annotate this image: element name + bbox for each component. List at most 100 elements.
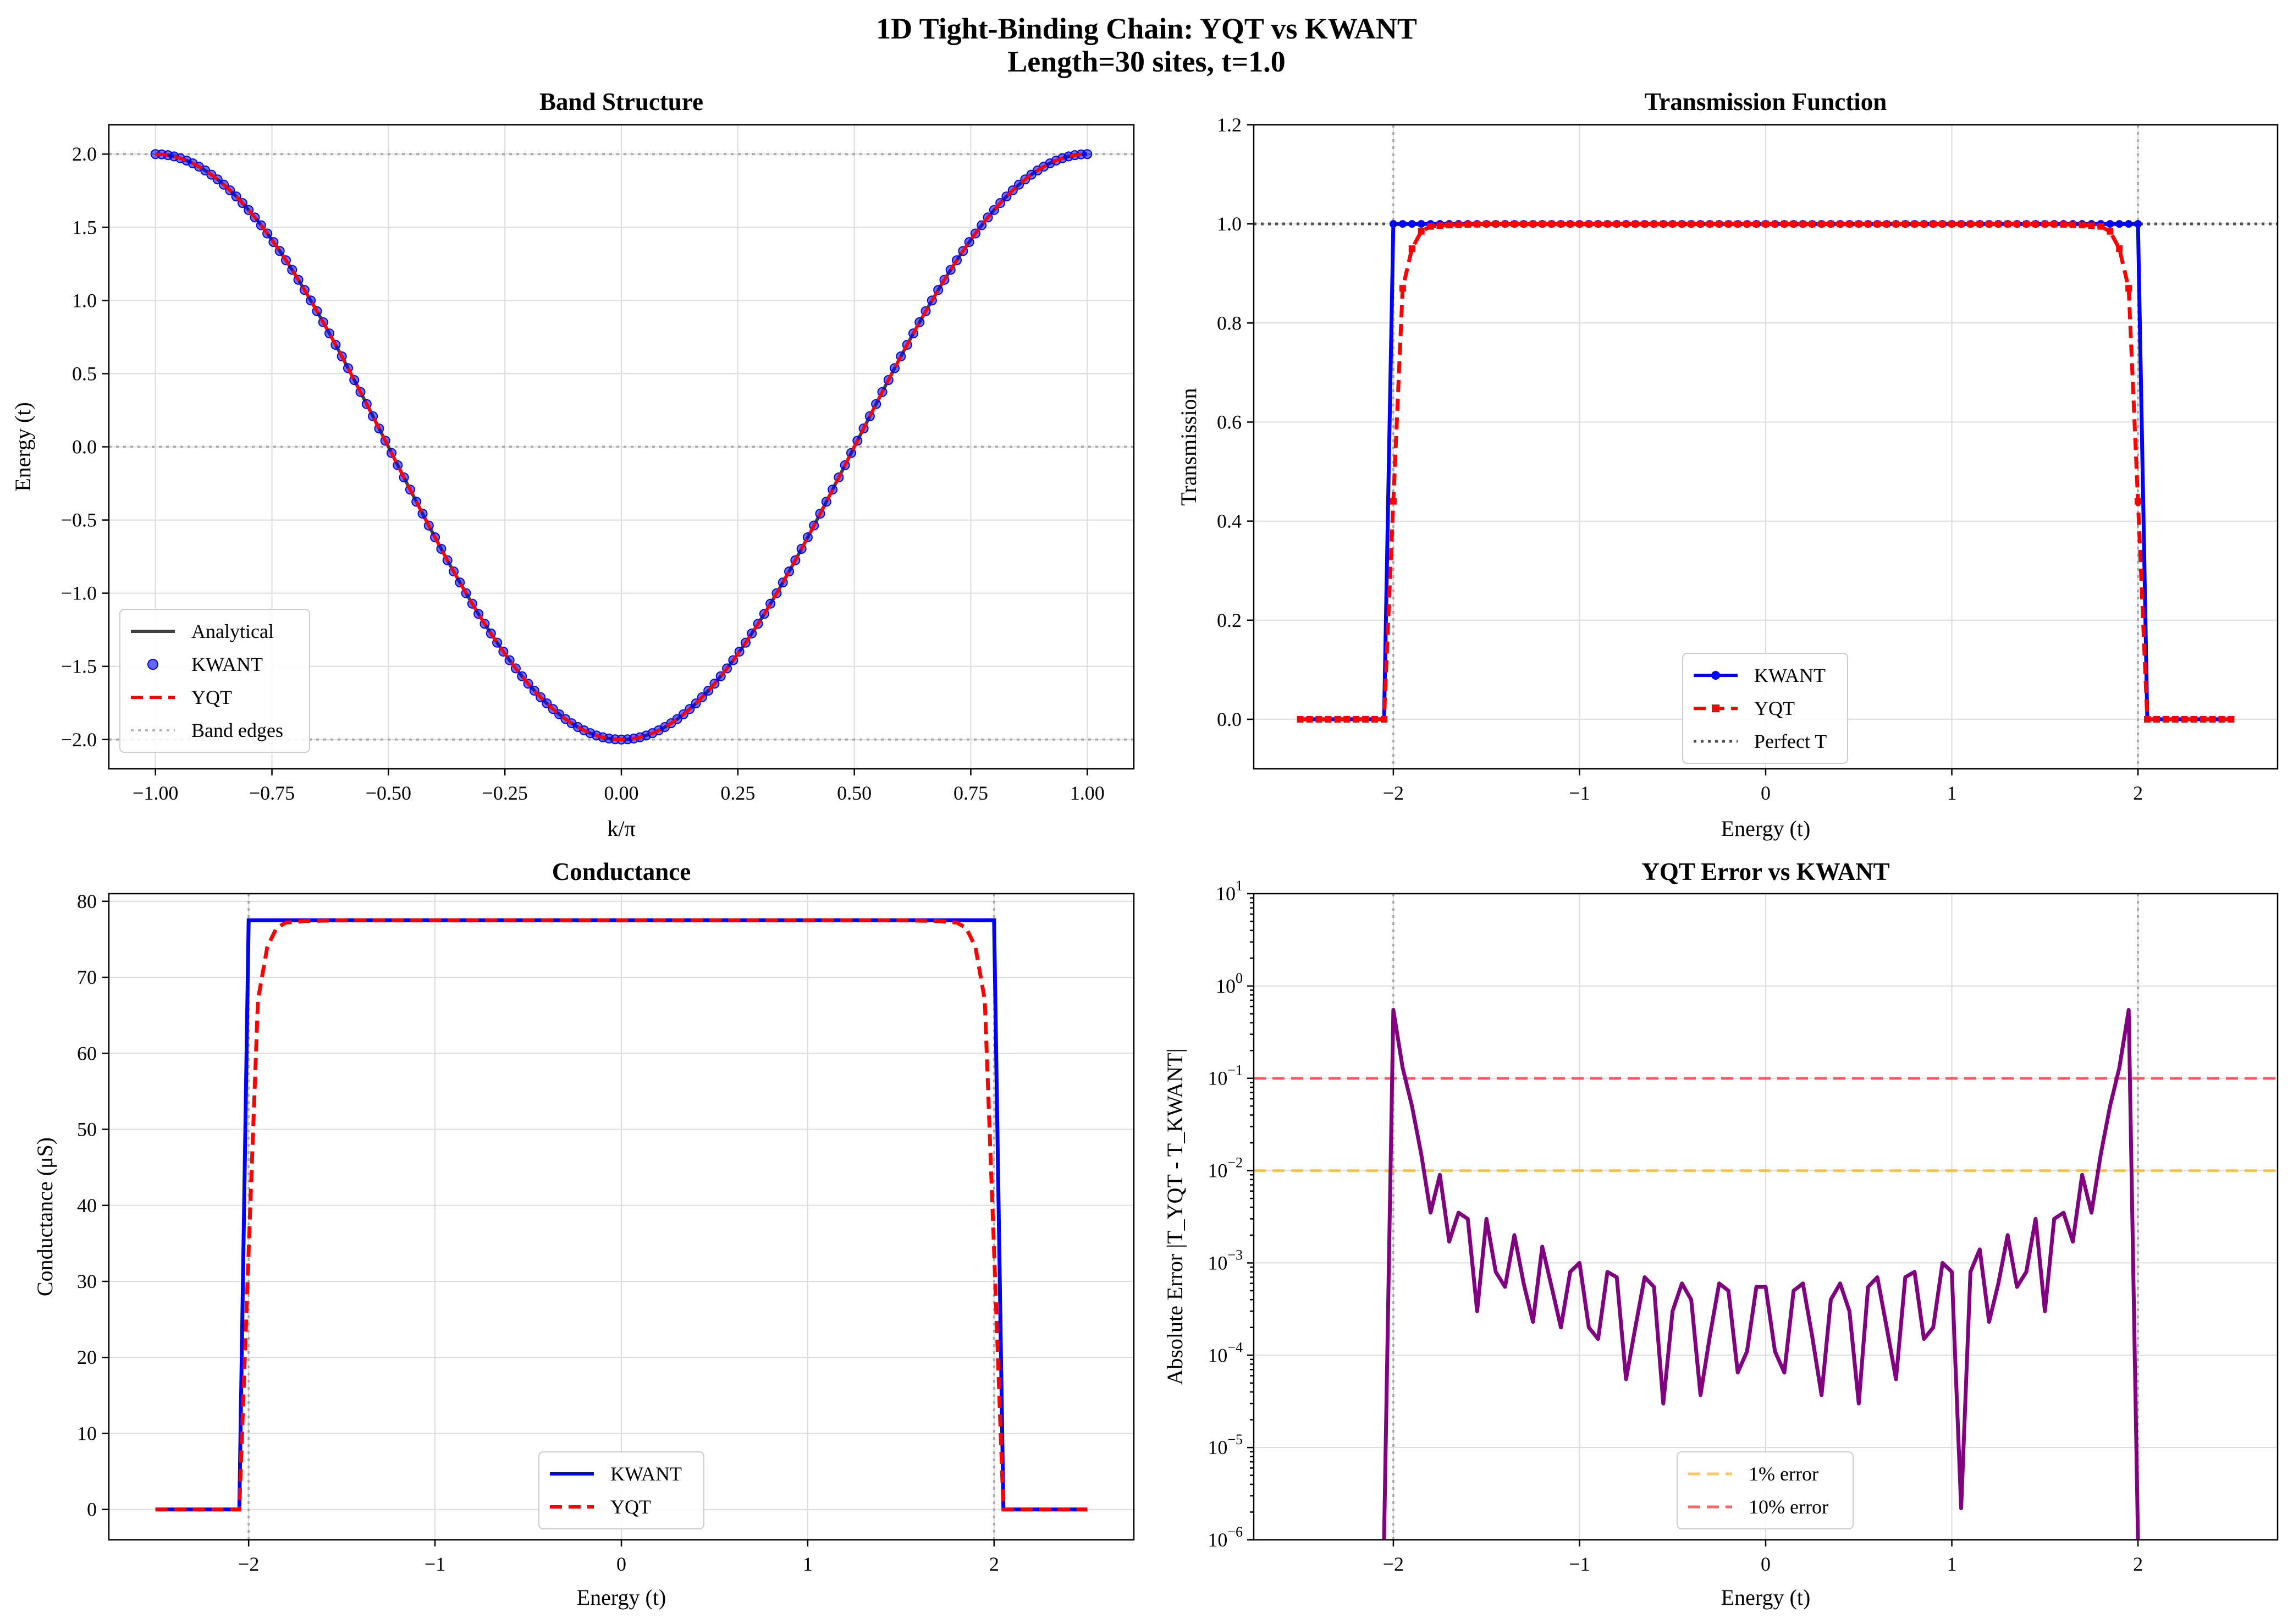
yqt-point — [1948, 221, 1955, 228]
kwant-point — [1389, 220, 1397, 228]
x-axis-label: Energy (t) — [1721, 816, 1811, 841]
yqt-point — [1371, 715, 1379, 723]
y-tick-label: 1.2 — [1217, 114, 1242, 136]
legend-entry: Analytical — [131, 620, 274, 642]
yqt-point — [2209, 715, 2216, 723]
y-tick-label: 20 — [77, 1346, 97, 1368]
x-tick-label: −0.50 — [366, 782, 411, 804]
yqt-point — [2228, 715, 2235, 723]
legend-box — [1677, 1451, 1854, 1529]
y-tick-label: −1.0 — [61, 582, 97, 604]
yqt-point — [1380, 715, 1387, 723]
yqt-point — [1967, 221, 1974, 228]
yqt-point — [1297, 715, 1304, 723]
yqt-point — [1901, 221, 1909, 228]
yqt-point — [2190, 715, 2197, 723]
y-tick-label: −1.5 — [61, 656, 97, 678]
y-tick-label: −0.5 — [61, 509, 97, 531]
kwant-point — [1398, 220, 1407, 228]
yqt-point — [2097, 223, 2104, 230]
x-tick-label: −1 — [425, 1553, 445, 1575]
yqt-point — [2200, 715, 2207, 723]
y-tick-label: 10−3 — [1208, 1247, 1243, 1274]
yqt-point — [1799, 221, 1806, 228]
x-tick-label: −0.75 — [249, 782, 295, 804]
legend-box — [538, 1451, 704, 1529]
yqt-point — [2135, 498, 2142, 505]
yqt-point — [1464, 221, 1471, 228]
kwant-point — [2106, 220, 2114, 228]
y-tick-label: 0.2 — [1217, 609, 1242, 631]
x-tick-label: 0.50 — [837, 782, 872, 804]
y-tick-exponent: −3 — [1227, 1247, 1243, 1263]
yqt-point — [1771, 221, 1778, 228]
y-tick-exponent: 1 — [1236, 878, 1243, 894]
y-tick-base: 10 — [1208, 1067, 1227, 1089]
legend-entry: YQT — [1694, 697, 1795, 719]
yqt-point — [1678, 221, 1685, 228]
yqt-point — [1567, 221, 1574, 228]
y-tick-label: 70 — [77, 966, 97, 988]
y-tick-exponent: 0 — [1236, 970, 1243, 986]
legend-label: Band edges — [191, 719, 283, 741]
y-axis-label: Absolute Error |T_YQT - T_KWANT| — [1162, 1048, 1187, 1385]
legend-label: Perfect T — [1754, 730, 1827, 752]
legend-marker — [1712, 704, 1719, 712]
y-tick-exponent: −2 — [1227, 1155, 1243, 1171]
yqt-point — [1399, 285, 1406, 292]
yqt-point — [2069, 221, 2076, 228]
x-tick-label: 1 — [1947, 782, 1957, 804]
y-tick-label: 0.6 — [1217, 411, 1242, 433]
yqt-point — [1492, 221, 1500, 228]
yqt-point — [1548, 221, 1555, 228]
axes-title: YQT Error vs KWANT — [1641, 858, 1889, 885]
x-tick-label: 1 — [1947, 1553, 1957, 1575]
yqt-point — [2171, 715, 2179, 723]
y-tick-exponent: −5 — [1227, 1432, 1243, 1447]
yqt-point — [1474, 221, 1481, 228]
yqt-point — [1576, 221, 1583, 228]
y-tick-label: 10−6 — [1208, 1524, 1243, 1551]
yqt-point — [1855, 221, 1862, 228]
legend-marker — [147, 659, 158, 670]
yqt-point — [1362, 715, 1369, 723]
x-tick-label: −2 — [1383, 782, 1404, 804]
yqt-point — [2181, 715, 2188, 723]
y-tick-label: 0.0 — [72, 436, 97, 458]
x-tick-label: 0.75 — [953, 782, 988, 804]
kwant-point — [1417, 220, 1425, 228]
y-axis-label: Energy (t) — [10, 402, 35, 492]
y-tick-base: 10 — [1216, 883, 1236, 905]
kwant-point — [1408, 220, 1416, 228]
y-axis-label: Transmission — [1176, 388, 1201, 505]
x-tick-label: 2 — [2133, 782, 2143, 804]
yqt-point — [2144, 715, 2151, 723]
axes-frame — [1253, 893, 2279, 1541]
x-tick-label: 0.25 — [720, 782, 755, 804]
x-tick-label: −2 — [1383, 1553, 1404, 1575]
y-tick-exponent: −1 — [1227, 1063, 1243, 1078]
y-tick-label: 0.4 — [1217, 510, 1242, 532]
axes-frame — [108, 893, 1135, 1541]
yqt-point — [2116, 245, 2123, 252]
x-tick-label: −0.25 — [482, 782, 528, 804]
x-tick-label: 0.00 — [604, 782, 639, 804]
yqt-point — [1502, 221, 1509, 228]
y-tick-base: 10 — [1216, 975, 1236, 997]
legend-entry: Perfect T — [1694, 730, 1827, 752]
yqt-point — [1650, 221, 1657, 228]
yqt-point — [1334, 715, 1341, 723]
yqt-point — [1892, 221, 1899, 228]
yqt-point — [1781, 221, 1788, 228]
yqt-point — [1734, 221, 1741, 228]
legend-label: 1% error — [1749, 1463, 1818, 1485]
yqt-point — [1865, 221, 1872, 228]
yqt-point — [1436, 222, 1443, 229]
yqt-point — [2153, 715, 2160, 723]
yqt-point — [1744, 221, 1751, 228]
x-tick-label: −1.00 — [133, 782, 178, 804]
legend-label: KWANT — [191, 653, 263, 675]
y-tick-base: 10 — [1208, 1252, 1227, 1274]
x-tick-label: 0 — [1761, 782, 1771, 804]
yqt-point — [1511, 221, 1518, 228]
